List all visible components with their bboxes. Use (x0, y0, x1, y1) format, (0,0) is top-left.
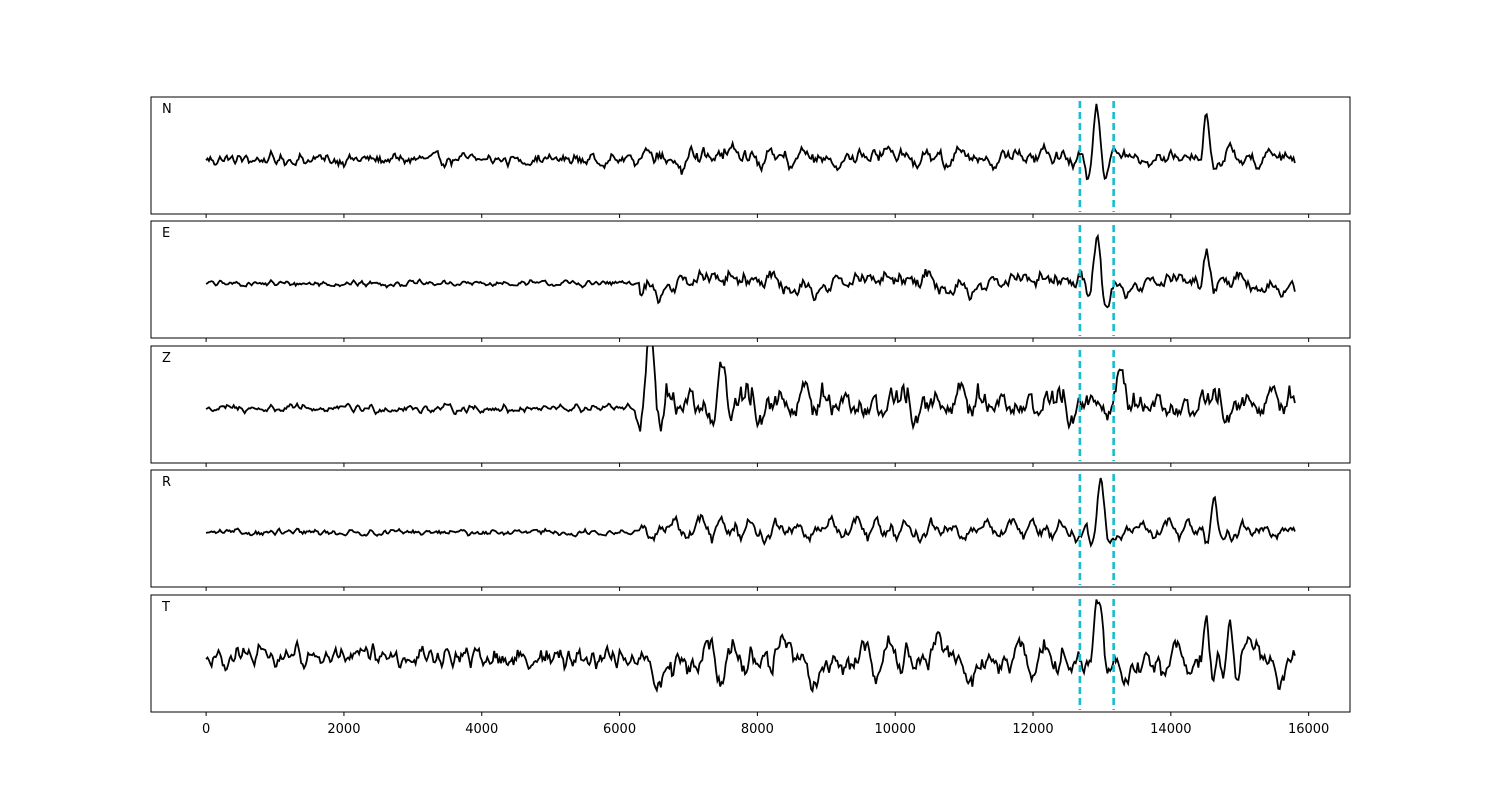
waveform-n (205, 103, 1296, 181)
panel-z: Z (150, 345, 1351, 467)
panel-label-z: Z (162, 351, 171, 366)
panel-label-r: R (162, 475, 171, 490)
panel-frame (150, 96, 1351, 215)
waveform-z (205, 346, 1296, 432)
waveform-e (205, 233, 1296, 309)
waveform-t (205, 599, 1296, 694)
panel-frame (150, 594, 1351, 713)
x-tick-label: 8000 (741, 722, 774, 737)
x-tick-label: 0 (202, 722, 210, 737)
x-tick-label: 6000 (603, 722, 636, 737)
panel-label-t: T (161, 600, 170, 615)
x-tick-label: 12000 (1012, 722, 1053, 737)
panel-frame (150, 220, 1351, 339)
panel-r: R (150, 469, 1351, 591)
panel-n: N (150, 96, 1351, 218)
panel-frame (150, 469, 1351, 588)
x-tick-label: 10000 (875, 722, 916, 737)
panel-t: T (150, 594, 1351, 716)
x-tick-label: 4000 (465, 722, 498, 737)
panel-frame (150, 345, 1351, 464)
panel-label-e: E (162, 226, 170, 241)
panel-e: E (150, 220, 1351, 342)
waveform-r (205, 477, 1296, 548)
x-tick-label: 14000 (1150, 722, 1191, 737)
x-tick-label: 16000 (1288, 722, 1329, 737)
x-tick-label: 2000 (327, 722, 360, 737)
panel-label-n: N (162, 102, 172, 117)
